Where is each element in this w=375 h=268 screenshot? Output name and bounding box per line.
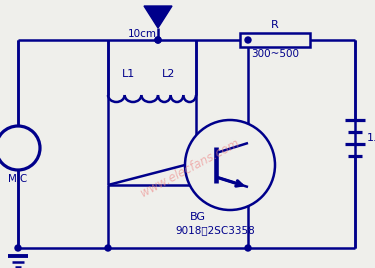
Text: L1: L1 xyxy=(122,69,135,79)
Text: www.elecfans.com: www.elecfans.com xyxy=(138,136,242,200)
Circle shape xyxy=(245,37,251,43)
Polygon shape xyxy=(144,6,172,28)
Circle shape xyxy=(155,37,161,43)
Text: BG: BG xyxy=(190,212,206,222)
Circle shape xyxy=(155,37,161,43)
Text: 1.5V: 1.5V xyxy=(367,133,375,143)
Text: R: R xyxy=(271,20,279,30)
Circle shape xyxy=(105,245,111,251)
Text: L2: L2 xyxy=(162,69,176,79)
Text: 9018或2SC3358: 9018或2SC3358 xyxy=(175,225,255,235)
Bar xyxy=(240,33,310,47)
Text: MIC: MIC xyxy=(8,174,27,184)
Circle shape xyxy=(185,120,275,210)
Circle shape xyxy=(0,126,40,170)
Text: 300~500: 300~500 xyxy=(251,49,299,59)
Text: 10cm: 10cm xyxy=(128,29,157,39)
Circle shape xyxy=(245,245,251,251)
Circle shape xyxy=(15,245,21,251)
